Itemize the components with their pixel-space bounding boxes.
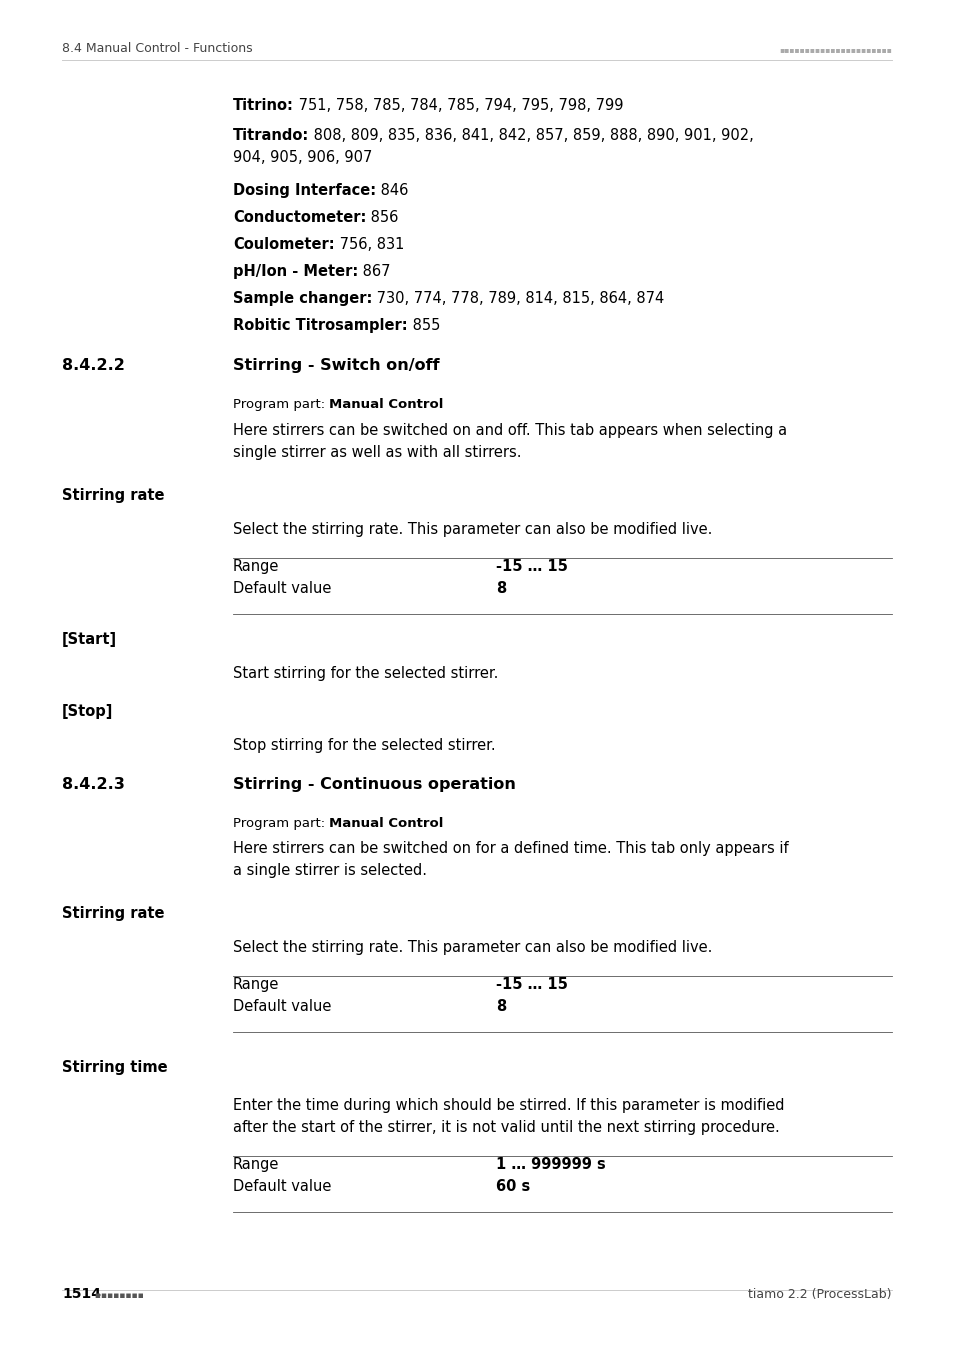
Text: 8: 8 <box>496 580 506 595</box>
Text: 8: 8 <box>496 999 506 1014</box>
Text: Range: Range <box>233 1157 279 1172</box>
Text: Robitic Titrosampler:: Robitic Titrosampler: <box>233 319 407 333</box>
Text: Manual Control: Manual Control <box>329 817 443 830</box>
Text: Range: Range <box>233 559 279 574</box>
Text: 808, 809, 835, 836, 841, 842, 857, 859, 888, 890, 901, 902,: 808, 809, 835, 836, 841, 842, 857, 859, … <box>309 128 753 143</box>
Text: [Start]: [Start] <box>62 632 117 647</box>
Text: Titrino:: Titrino: <box>233 99 294 113</box>
Text: 1 … 999999 s: 1 … 999999 s <box>496 1157 605 1172</box>
Text: Stirring time: Stirring time <box>62 1060 168 1075</box>
Text: a single stirrer is selected.: a single stirrer is selected. <box>233 863 427 878</box>
Text: ▪▪▪▪▪▪▪▪▪▪▪▪▪▪▪▪▪▪▪▪▪▪: ▪▪▪▪▪▪▪▪▪▪▪▪▪▪▪▪▪▪▪▪▪▪ <box>779 45 891 54</box>
Text: Stirring rate: Stirring rate <box>62 487 164 504</box>
Text: Start stirring for the selected stirrer.: Start stirring for the selected stirrer. <box>233 666 497 680</box>
Text: Here stirrers can be switched on for a defined time. This tab only appears if: Here stirrers can be switched on for a d… <box>233 841 788 856</box>
Text: 1514: 1514 <box>62 1287 101 1301</box>
Text: after the start of the stirrer, it is not valid until the next stirring procedur: after the start of the stirrer, it is no… <box>233 1120 779 1135</box>
Text: 856: 856 <box>366 211 398 225</box>
Text: -15 … 15: -15 … 15 <box>496 559 567 574</box>
Text: single stirrer as well as with all stirrers.: single stirrer as well as with all stirr… <box>233 446 521 460</box>
Text: Titrando:: Titrando: <box>233 128 309 143</box>
Text: pH/Ion - Meter:: pH/Ion - Meter: <box>233 265 358 279</box>
Text: Select the stirring rate. This parameter can also be modified live.: Select the stirring rate. This parameter… <box>233 522 712 537</box>
Text: 846: 846 <box>375 184 408 198</box>
Text: Range: Range <box>233 977 279 992</box>
Text: Program part:: Program part: <box>233 398 329 410</box>
Text: Default value: Default value <box>233 1179 331 1193</box>
Text: Stop stirring for the selected stirrer.: Stop stirring for the selected stirrer. <box>233 738 496 753</box>
Text: Stirring rate: Stirring rate <box>62 906 164 921</box>
Text: Default value: Default value <box>233 999 331 1014</box>
Text: Sample changer:: Sample changer: <box>233 292 372 306</box>
Text: Dosing Interface:: Dosing Interface: <box>233 184 375 198</box>
Text: 8.4.2.3: 8.4.2.3 <box>62 778 125 792</box>
Text: Stirring - Continuous operation: Stirring - Continuous operation <box>233 778 516 792</box>
Text: Here stirrers can be switched on and off. This tab appears when selecting a: Here stirrers can be switched on and off… <box>233 423 786 437</box>
Text: Select the stirring rate. This parameter can also be modified live.: Select the stirring rate. This parameter… <box>233 940 712 954</box>
Text: Coulometer:: Coulometer: <box>233 238 335 252</box>
Text: [Stop]: [Stop] <box>62 703 113 720</box>
Text: 756, 831: 756, 831 <box>335 238 403 252</box>
Text: 855: 855 <box>407 319 439 333</box>
Text: 730, 774, 778, 789, 814, 815, 864, 874: 730, 774, 778, 789, 814, 815, 864, 874 <box>372 292 664 306</box>
Text: Conductometer:: Conductometer: <box>233 211 366 225</box>
Text: 8.4.2.2: 8.4.2.2 <box>62 358 125 373</box>
Text: 8.4 Manual Control - Functions: 8.4 Manual Control - Functions <box>62 42 253 55</box>
Text: 751, 758, 785, 784, 785, 794, 795, 798, 799: 751, 758, 785, 784, 785, 794, 795, 798, … <box>294 99 622 113</box>
Text: 904, 905, 906, 907: 904, 905, 906, 907 <box>233 150 372 165</box>
Text: Stirring - Switch on/off: Stirring - Switch on/off <box>233 358 439 373</box>
Text: Manual Control: Manual Control <box>329 398 443 410</box>
Text: Program part:: Program part: <box>233 817 329 830</box>
Text: 60 s: 60 s <box>496 1179 530 1193</box>
Text: ▪▪▪▪▪▪▪▪: ▪▪▪▪▪▪▪▪ <box>91 1291 144 1300</box>
Text: tiamo 2.2 (ProcessLab): tiamo 2.2 (ProcessLab) <box>748 1288 891 1301</box>
Text: -15 … 15: -15 … 15 <box>496 977 567 992</box>
Text: Default value: Default value <box>233 580 331 595</box>
Text: Enter the time during which should be stirred. If this parameter is modified: Enter the time during which should be st… <box>233 1098 783 1112</box>
Text: 867: 867 <box>358 265 391 279</box>
